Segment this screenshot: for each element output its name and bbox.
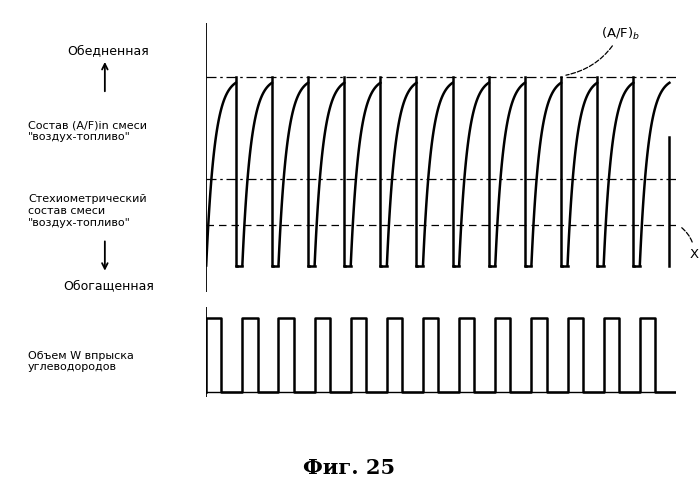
- Text: Объем W впрыска
углеводородов: Объем W впрыска углеводородов: [28, 350, 134, 371]
- Text: (A/F)$_b$: (A/F)$_b$: [566, 26, 640, 76]
- Text: Состав (A/F)in смеси
"воздух-топливо": Состав (A/F)in смеси "воздух-топливо": [28, 120, 147, 141]
- Text: Фиг. 25: Фиг. 25: [303, 457, 396, 477]
- Text: Обогащенная: Обогащенная: [63, 279, 154, 292]
- Text: X: X: [681, 227, 699, 261]
- Text: Стехиометрический
состав смеси
"воздух-топливо": Стехиометрический состав смеси "воздух-т…: [28, 194, 147, 227]
- Text: Обедненная: Обедненная: [68, 45, 149, 57]
